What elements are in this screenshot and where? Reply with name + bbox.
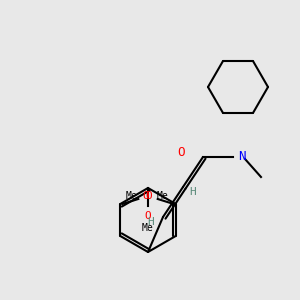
Text: H: H	[190, 187, 196, 197]
Text: O: O	[177, 146, 185, 158]
Text: Me: Me	[156, 191, 168, 201]
Text: Me: Me	[142, 223, 154, 233]
Text: O: O	[142, 191, 149, 201]
Text: Me: Me	[126, 191, 138, 201]
Text: H: H	[148, 217, 154, 227]
Text: O: O	[145, 211, 152, 221]
Text: O: O	[145, 191, 152, 201]
Text: N: N	[238, 151, 245, 164]
